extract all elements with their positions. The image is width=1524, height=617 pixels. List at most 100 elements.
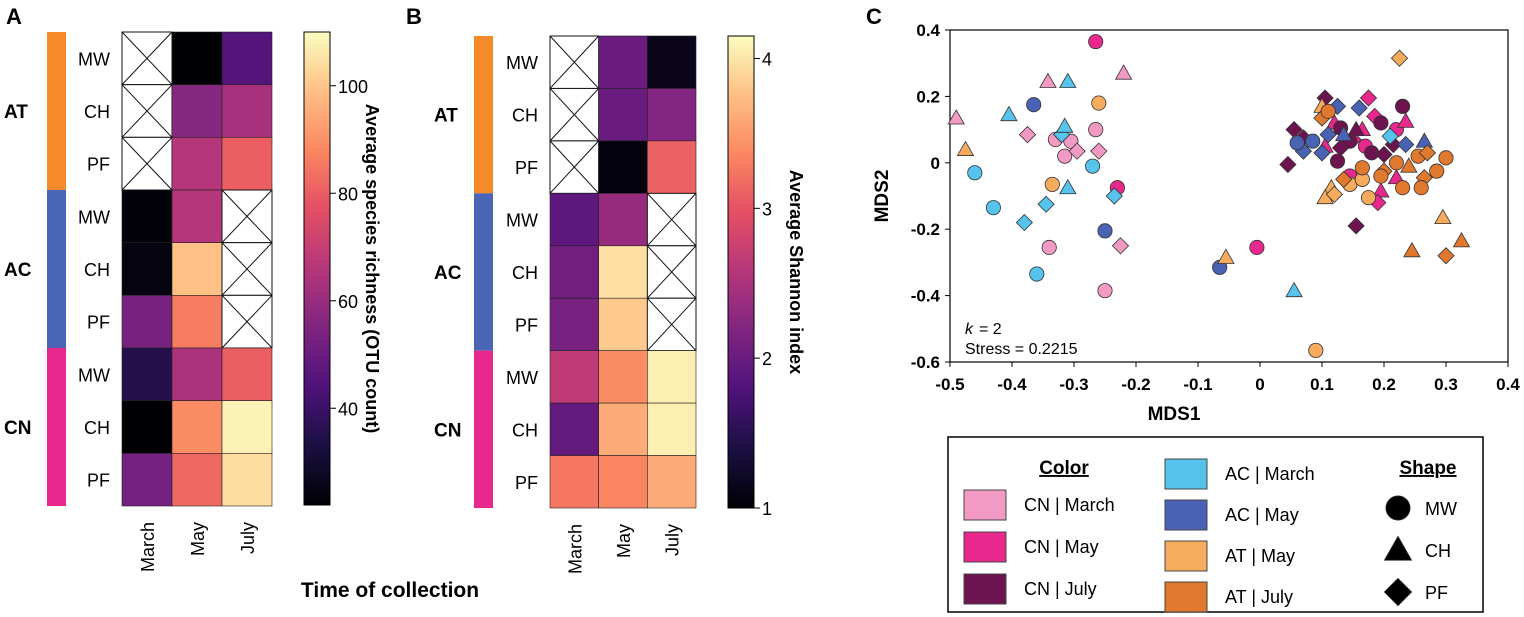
legend-color-label: CN | March — [1024, 495, 1115, 515]
row-label-ch: CH — [512, 263, 538, 283]
heatmap-cell — [549, 350, 599, 404]
y-tick-label: -0.4 — [911, 287, 941, 306]
data-point — [1381, 127, 1399, 145]
heatmap-cell — [221, 400, 273, 454]
missing-cross — [221, 189, 273, 244]
data-point — [1059, 72, 1077, 88]
data-point — [1105, 187, 1123, 205]
missing-cross — [646, 192, 697, 247]
group-bar-cn — [474, 350, 493, 508]
heatmap-cell — [171, 31, 223, 85]
heatmap-cell — [171, 84, 223, 138]
data-point — [956, 140, 975, 156]
group-label-at: AT — [4, 102, 28, 123]
legend-swatch — [963, 573, 1007, 605]
x-tick-label: 0.2 — [1372, 375, 1396, 394]
legend-shape-label: CH — [1425, 541, 1451, 561]
heatmap-cell — [598, 455, 648, 509]
row-label-ch: CH — [512, 420, 538, 440]
data-point — [1057, 148, 1073, 164]
data-point — [1372, 182, 1390, 198]
heatmap-cell — [598, 140, 648, 194]
heatmap-b: AT AC CN MW CH PF MW CH PF MW CH PF March May July 1 2 3 4… — [434, 35, 806, 574]
data-point — [1090, 142, 1108, 160]
missing-cross — [221, 242, 273, 296]
data-point — [1452, 231, 1471, 248]
data-point — [1114, 64, 1133, 80]
group-bar-at — [474, 36, 493, 194]
missing-cross — [549, 140, 600, 194]
group-label-cn: CN — [434, 420, 461, 441]
row-label-mw: MW — [506, 368, 538, 388]
data-point — [1308, 342, 1324, 358]
legend-color-title: Color — [1039, 458, 1089, 479]
heatmap-cell — [598, 193, 648, 247]
legend-color-label: AT | July — [1225, 587, 1293, 607]
group-bar-at — [47, 32, 66, 190]
data-point — [1279, 155, 1297, 174]
data-point — [1395, 180, 1411, 196]
row-label-pf: PF — [515, 473, 538, 493]
data-point — [1029, 266, 1045, 282]
legend-swatch — [1164, 458, 1208, 490]
row-label-mw: MW — [506, 211, 538, 231]
row-label-pf: PF — [515, 315, 538, 335]
column-label-may: May — [188, 522, 208, 556]
heatmap-cell — [598, 297, 648, 351]
colorbar — [303, 31, 331, 506]
data-point — [1305, 133, 1321, 149]
legend-color-label: AC | March — [1225, 464, 1315, 484]
data-point — [1354, 160, 1370, 176]
heatmap-cell — [598, 350, 648, 404]
legend-shape-marker — [1385, 495, 1411, 521]
row-label-ch: CH — [84, 418, 110, 438]
data-point — [1350, 99, 1368, 117]
shared-x-axis-title: Time of collection — [301, 579, 479, 602]
heatmap-cell — [121, 295, 173, 349]
data-point — [1111, 237, 1130, 255]
data-point — [1015, 213, 1034, 232]
y-tick-label: -0.6 — [911, 353, 940, 372]
colorbar-tick-label: 100 — [338, 77, 368, 97]
heatmap-cell — [549, 193, 599, 247]
missing-cross — [121, 84, 173, 138]
colorbar-tick-label: 1 — [762, 499, 772, 519]
data-point — [1068, 142, 1086, 160]
legend-shape-title: Shape — [1399, 458, 1456, 479]
data-point — [1041, 239, 1057, 256]
row-label-ch: CH — [84, 260, 110, 280]
x-tick-label: -0.3 — [1059, 375, 1088, 394]
heatmap-cell — [647, 140, 697, 194]
data-point — [947, 109, 965, 125]
heatmap-cell — [171, 400, 223, 454]
column-label-march: March — [565, 524, 585, 574]
colorbar-tick-label: 3 — [762, 199, 772, 219]
data-point — [1091, 95, 1107, 111]
legend-shape-marker — [1383, 535, 1413, 561]
data-point — [967, 165, 983, 181]
data-point — [985, 200, 1001, 216]
colorbar-title: Average species richness (OTU count) — [362, 104, 382, 433]
group-label-ac: AC — [434, 263, 462, 284]
data-point — [1039, 72, 1057, 88]
legend-shape-label: MW — [1425, 499, 1457, 519]
group-label-cn: CN — [4, 418, 31, 439]
data-point — [1088, 122, 1104, 138]
legend-swatch — [1164, 540, 1208, 572]
row-label-mw: MW — [78, 207, 110, 227]
data-point — [1026, 97, 1042, 113]
data-point — [1085, 158, 1101, 174]
missing-cross — [646, 297, 697, 352]
heatmap-cell — [171, 347, 223, 401]
colorbar-tick-label: 4 — [762, 49, 772, 69]
data-point — [1418, 144, 1437, 162]
data-point — [1364, 145, 1380, 161]
row-label-pf: PF — [87, 313, 110, 333]
legend-swatch — [1164, 581, 1208, 613]
colorbar-tick-label: 2 — [762, 349, 772, 369]
data-point — [1329, 153, 1346, 169]
data-point — [1313, 144, 1331, 162]
data-point — [1396, 112, 1415, 128]
heatmap-cell — [549, 455, 599, 509]
